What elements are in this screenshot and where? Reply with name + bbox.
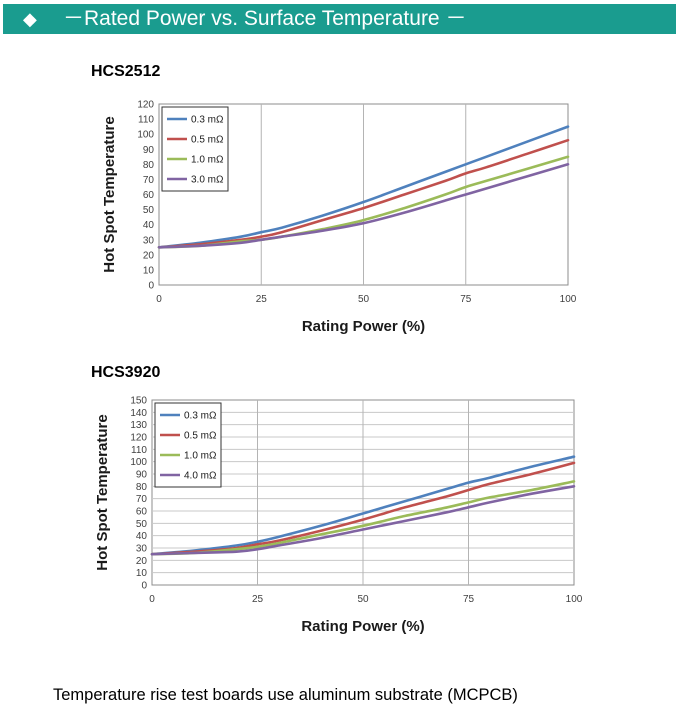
chart-1-legend-label-1: 0.3 mΩ — [191, 115, 224, 126]
chart-1-x-tick-label: 75 — [460, 294, 472, 305]
chart-2-y-tick-label: 20 — [136, 556, 148, 567]
chart-1-y-tick-label: 100 — [137, 130, 154, 141]
chart-1-y-tick-label: 80 — [143, 160, 155, 171]
chart-1-legend-label-4: 3.0 mΩ — [191, 175, 224, 186]
chart-2-y-tick-label: 60 — [136, 507, 148, 518]
chart-2-y-tick-label: 120 — [130, 433, 147, 444]
chart-1-y-tick-label: 50 — [143, 205, 155, 216]
chart-2-x-tick-label: 0 — [149, 594, 155, 605]
footnote: Temperature rise test boards use aluminu… — [53, 686, 518, 704]
chart-2-y-tick-label: 0 — [141, 581, 147, 592]
chart-2-y-tick-label: 40 — [136, 531, 148, 542]
chart-1-legend-label-2: 0.5 mΩ — [191, 135, 224, 146]
chart-1-x-tick-label: 100 — [560, 294, 577, 305]
chart-2-x-tick-label: 50 — [357, 594, 369, 605]
chart-2-x-tick-label: 75 — [463, 594, 475, 605]
chart-2-y-tick-label: 150 — [130, 396, 147, 407]
chart-2-series-line-1 — [150, 455, 576, 556]
chart-1-y-tick-label: 120 — [137, 100, 154, 111]
chart-2-x-tick-label: 100 — [566, 594, 583, 605]
chart-2-y-tick-label: 110 — [131, 445, 147, 456]
chart-1-x-tick-label: 0 — [156, 294, 162, 305]
chart-2-y-tick-label: 30 — [136, 544, 148, 555]
diamond-icon: ◆ — [23, 9, 37, 29]
chart-2-legend — [154, 402, 222, 488]
chart-1-legend-label-3: 1.0 mΩ — [191, 155, 224, 166]
chart-2-y-tick-label: 130 — [130, 420, 147, 431]
chart-2-y-tick-label: 70 — [136, 494, 148, 505]
chart-1-x-tick-label: 50 — [358, 294, 370, 305]
chart-1-y-tick-label: 70 — [143, 175, 155, 186]
chart-2-y-tick-label: 100 — [130, 457, 147, 468]
chart-1-y-tick-label: 40 — [143, 220, 155, 231]
chart-2-y-tick-label: 50 — [136, 519, 148, 530]
chart-1-series-line-3 — [157, 155, 570, 249]
chart-2-legend-label-1: 0.3 mΩ — [184, 411, 217, 422]
chart-2-y-tick-label: 10 — [136, 568, 148, 579]
chart-2-series-line-4 — [150, 485, 576, 556]
chart-2-y-axis-label: Hot Spot Temperature — [94, 414, 111, 570]
chart-2-y-tick-label: 90 — [136, 470, 148, 481]
chart-1-y-axis-label: Hot Spot Temperature — [101, 116, 118, 272]
chart-2-legend-label-4: 4.0 mΩ — [184, 471, 217, 482]
chart-1-title: HCS2512 — [91, 63, 161, 80]
chart-1-y-tick-label: 30 — [143, 235, 155, 246]
section-title: －Rated Power vs. Surface Temperature － — [63, 7, 467, 30]
chart-1-y-tick-label: 0 — [148, 281, 154, 292]
chart-2-x-tick-label: 25 — [252, 594, 264, 605]
chart-1-series-line-4 — [157, 163, 570, 249]
section-header: ◆ －Rated Power vs. Surface Temperature － — [3, 4, 676, 34]
chart-2-y-tick-label: 140 — [130, 408, 147, 419]
chart-1-y-tick-label: 10 — [143, 265, 155, 276]
chart-1-series-line-1 — [157, 125, 570, 249]
chart-1-y-tick-label: 90 — [143, 145, 155, 156]
chart-1-legend — [161, 106, 229, 192]
chart-1-y-tick-label: 60 — [143, 190, 155, 201]
chart-1-y-tick-label: 20 — [143, 250, 155, 261]
chart-2-y-tick-label: 80 — [136, 482, 148, 493]
chart-2-title: HCS3920 — [91, 364, 161, 381]
chart-2-series-line-3 — [150, 480, 576, 556]
chart-1-y-tick-label: 110 — [138, 115, 154, 126]
chart-1-series-line-2 — [157, 138, 570, 249]
chart-2-legend-label-3: 1.0 mΩ — [184, 451, 217, 462]
chart-1-x-axis-label: Rating Power (%) — [302, 318, 425, 335]
chart-2-x-axis-label: Rating Power (%) — [301, 618, 424, 635]
chart-2-legend-label-2: 0.5 mΩ — [184, 431, 217, 442]
chart-1-x-tick-label: 25 — [256, 294, 268, 305]
